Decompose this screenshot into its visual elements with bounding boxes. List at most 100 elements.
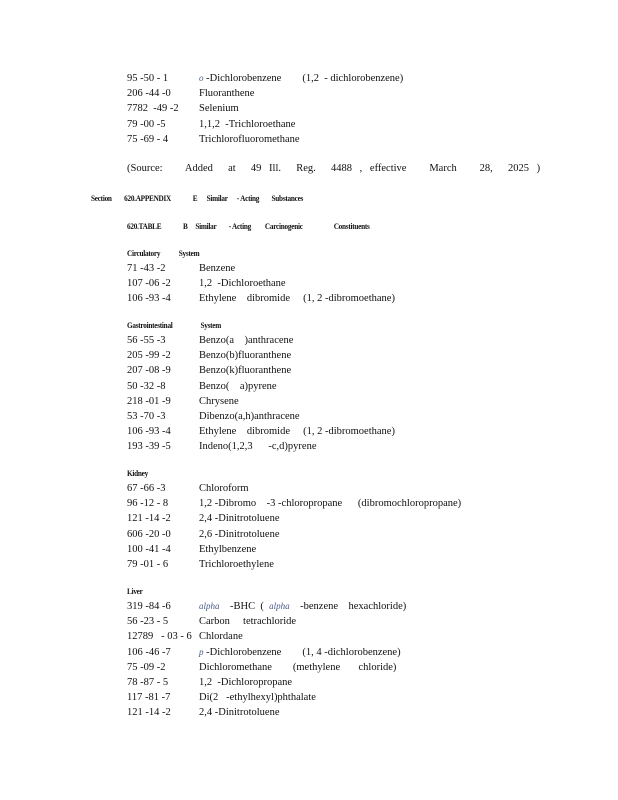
table-row: 606 -20 -0 2,6 -Dinitrotoluene	[127, 527, 279, 542]
group-title: Circulatory System	[127, 248, 200, 258]
substance-name: Benzo( a)pyrene	[199, 379, 277, 394]
group-block: Gastrointestinal System 56 -55 -3 Benzo(a …	[127, 318, 395, 455]
name-text: Benzo(a )anthracene	[199, 335, 294, 346]
name-text: Dibenzo(a,h)anthracene	[199, 410, 300, 422]
name-text: 1,2 -Dichloroethane	[199, 278, 286, 290]
substance-name: Ethylene dibromide (1, 2 -dibromoethane)	[199, 424, 395, 439]
name-text: Ethylene dibromide (1, 2 -dibromoethane)	[199, 293, 395, 305]
substance-name: Benzo(b)fluoranthene	[199, 348, 291, 363]
substance-name: Indeno(1,2,3 -c,d)pyrene	[199, 439, 317, 454]
cas-number: 12789 - 03 - 6	[127, 631, 192, 643]
cas-number: 95 -50 - 1	[127, 73, 169, 84]
name-text: Indeno(1,2,3 -c,d)pyrene	[199, 441, 317, 453]
table-row: 207 -08 -9 Benzo(k)fluoranthene	[127, 363, 291, 378]
table-row: 106 -46 -7 p -Dichlorobenzene (1, 4 -dich…	[127, 645, 401, 660]
table-row: 56 -23 - 5 Carbon tetrachloride	[127, 614, 296, 629]
cas-number: 56 -23 - 5	[127, 616, 169, 628]
substance-name: 2,6 -Dinitrotoluene	[199, 527, 279, 542]
cas-number: 79 -00 -5	[127, 118, 166, 130]
substance-name: Chlordane	[199, 629, 243, 644]
cas-number: 106 -93 -4	[127, 293, 171, 305]
group-title: Kidney	[127, 468, 148, 478]
name-text: Selenium	[199, 103, 239, 115]
table-row: 106 -93 -4 Ethylene dibromide (1, 2 -dibr…	[127, 424, 395, 439]
substance-name: Chloroform	[199, 481, 249, 496]
name-text: 1,2 -Dibromo -3 -chloropropane (dibromoc…	[199, 498, 462, 510]
group-block: Circulatory System 71 -43 -2 Benzene 107 -0…	[127, 246, 395, 307]
table-row: 71 -43 -2 Benzene	[127, 261, 235, 276]
cas-number: 67 -66 -3	[127, 483, 166, 494]
table-heading: 620.TABLE B Similar - Acting Carcinogeni…	[127, 221, 370, 231]
table-row: 205 -99 -2 Benzo(b)fluoranthene	[127, 348, 291, 363]
name-text: 1,1,2 -Trichloroethane	[199, 118, 296, 130]
section-heading: Section 620.APPENDIX E Similar - Acting …	[91, 193, 304, 203]
cas-number: 121 -14 -2	[127, 707, 171, 719]
substance-name: 1,2 -Dichloropropane	[199, 675, 292, 690]
substance-name: alpha -BHC ( alpha -benzene hexachloride…	[199, 599, 406, 614]
substance-name: Dibenzo(a,h)anthracene	[199, 409, 300, 424]
name-text: Benzo( a)pyrene	[199, 380, 277, 392]
name-text: Ethylene dibromide (1, 2 -dibromoethane)	[199, 426, 395, 438]
substance-name: Dichloromethane (methylene chloride)	[199, 660, 396, 675]
italic-prefix: alpha	[269, 601, 290, 611]
substance-name: Chrysene	[199, 394, 239, 409]
name-text: Carbon tetrachloride	[199, 616, 297, 628]
substance-name: o -Dichlorobenzene (1,2 - dichlorobenzen…	[199, 71, 403, 86]
name-text: -BHC (	[219, 601, 270, 612]
cas-number: 193 -39 -5	[127, 441, 171, 453]
name-text: 1,2 -Dichloropropane	[199, 676, 293, 688]
name-text: 2,6 -Dinitrotoluene	[199, 528, 280, 540]
cas-number: 206 -44 -0	[127, 88, 171, 100]
name-text: Benzene	[199, 263, 236, 274]
group-title: Liver	[127, 586, 143, 596]
name-text: Chrysene	[199, 395, 239, 407]
substance-name: 1,1,2 -Trichloroethane	[199, 117, 295, 132]
substance-name: 1,2 -Dibromo -3 -chloropropane (dibromoc…	[199, 496, 461, 511]
table-row: 106 -93 -4 Ethylene dibromide (1, 2 -dibr…	[127, 291, 395, 306]
italic-prefix: alpha	[199, 601, 220, 611]
substance-name: Selenium	[199, 101, 239, 116]
table-row: 96 -12 - 8 1,2 -Dibromo -3 -chloropropane…	[127, 496, 461, 511]
cas-number: 78 -87 - 5	[127, 676, 169, 688]
table-row: 100 -41 -4 Ethylbenzene	[127, 542, 256, 557]
cas-number: 207 -08 -9	[127, 365, 171, 377]
group-title: Gastrointestinal System	[127, 320, 222, 330]
cas-number: 53 -70 -3	[127, 410, 166, 422]
table-row: 79 -01 - 6 Trichloroethylene	[127, 557, 274, 572]
cas-number: 96 -12 - 8	[127, 498, 169, 510]
cas-number: 79 -01 - 6	[127, 558, 169, 570]
table-row: 121 -14 -2 2,4 -Dinitrotoluene	[127, 705, 279, 720]
source-note: (Source: Added at 49 Ill. Reg. 4488 , ef…	[127, 163, 541, 174]
substance-name: Fluoranthene	[199, 86, 254, 101]
table-row: 12789 - 03 - 6 Chlordane	[127, 629, 243, 644]
name-text: -Dichlorobenzene (1,2 - dichlorobenzene)	[203, 73, 404, 84]
name-text: Chloroform	[199, 483, 249, 494]
italic-prefix: o	[199, 73, 204, 83]
substance-name: Trichloroethylene	[199, 557, 274, 572]
substance-name: Ethylbenzene	[199, 542, 256, 557]
cas-number: 71 -43 -2	[127, 263, 166, 274]
table-row: 107 -06 -2 1,2 -Dichloroethane	[127, 276, 286, 291]
italic-prefix: p	[199, 646, 204, 657]
cas-number: 75 -09 -2	[127, 661, 166, 673]
name-text: 2,4 -Dinitrotoluene	[199, 513, 280, 525]
name-text: Dichloromethane (methylene chloride)	[199, 661, 397, 673]
table-row: 78 -87 - 5 1,2 -Dichloropropane	[127, 675, 292, 690]
cas-number: 7782 -49 -2	[127, 103, 179, 115]
substance-name: 2,4 -Dinitrotoluene	[199, 705, 279, 720]
substance-name: Ethylene dibromide (1, 2 -dibromoethane)	[199, 291, 395, 306]
substance-name: Di(2 -ethylhexyl)phthalate	[199, 690, 316, 705]
table-row: 50 -32 -8 Benzo( a)pyrene	[127, 379, 277, 394]
cas-number: 205 -99 -2	[127, 350, 171, 362]
name-text: Di(2 -ethylhexyl)phthalate	[199, 692, 316, 704]
table-row: 53 -70 -3 Dibenzo(a,h)anthracene	[127, 409, 300, 424]
table-row: 75 -09 -2 Dichloromethane (methylene chlo…	[127, 660, 396, 675]
name-text: Trichloroethylene	[199, 558, 274, 570]
cas-number: 107 -06 -2	[127, 278, 171, 290]
substance-name: 2,4 -Dinitrotoluene	[199, 511, 279, 526]
name-text: Trichlorofluoromethane	[199, 133, 300, 145]
group-block: Liver 319 -84 -6 alpha -BHC ( alpha -benze…	[127, 584, 406, 721]
table-row: 319 -84 -6 alpha -BHC ( alpha -benzene he…	[127, 599, 406, 614]
substance-name: Benzo(a )anthracene	[199, 333, 293, 348]
